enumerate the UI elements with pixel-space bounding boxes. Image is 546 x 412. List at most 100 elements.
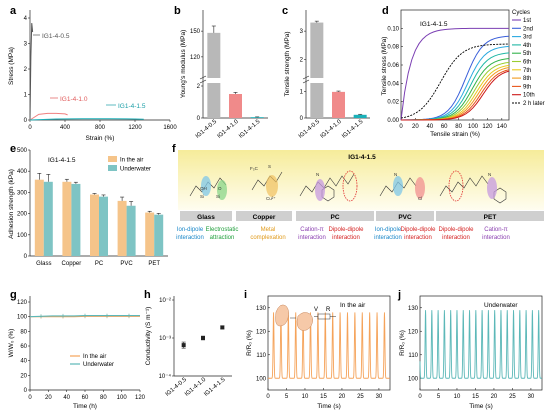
panel-b-letter: b — [174, 5, 181, 17]
i-circuit-r: R — [326, 307, 331, 313]
i-ylabel: R/R₀ (%) — [246, 330, 253, 356]
d-legend-label-1: 2nd — [523, 26, 533, 32]
f-mechanisms: Ion-dipoleinteractionElectrostaticattrac… — [176, 227, 510, 241]
d-xtick-label-7: 140 — [497, 124, 508, 130]
panel-h-letter: h — [144, 289, 151, 301]
e-bar-1-4 — [154, 214, 164, 256]
g-xtick-label-6: 120 — [135, 395, 146, 401]
panel-i: i 0 5 10 15 20 25 30 100 110 120 130 V R In the ai… — [244, 289, 391, 410]
d-legend-label-4: 5th — [523, 51, 531, 57]
h-ylabel: Conductivity (S m⁻¹) — [145, 307, 152, 366]
f-mech-6-l1: Dipole-dipole — [400, 227, 436, 233]
g-ytick-label-1: 20 — [20, 373, 27, 379]
g-xtick-label-5: 100 — [117, 395, 128, 401]
j-ylabel: R/R₀ (%) — [399, 330, 406, 356]
d-legend-label-8: 9th — [523, 84, 531, 90]
d-cycle-1 — [400, 27, 510, 121]
a-xtick-label-2: 800 — [95, 125, 106, 131]
g-ytick-label-5: 100 — [17, 315, 28, 321]
c-bar-0 — [310, 22, 324, 119]
c-break-2 — [302, 75, 310, 80]
d-legend-label-9: 10th — [523, 93, 535, 99]
e-ytick-label-2: 200 — [17, 212, 28, 218]
panel-j-plot: 0 5 10 15 20 25 30 100 110 120 130 — [408, 306, 542, 400]
f-atom-cf3: F₃C — [250, 166, 259, 171]
f-ellipse-pvc-dipole — [415, 177, 425, 199]
f-mech-4-l2: interaction — [332, 235, 360, 241]
panel-a-letter: a — [10, 5, 17, 17]
c-bar-1 — [332, 91, 345, 118]
d-title: IG1-4-1.5 — [420, 21, 448, 28]
e-bar-1-3 — [126, 205, 136, 256]
f-substrate-box-1 — [236, 211, 292, 221]
f-mech-5-l2: interaction — [374, 235, 402, 241]
g-legend-water: Underwater — [83, 362, 114, 368]
b-ytick-high-label-0: 120 — [190, 55, 201, 61]
f-mech-2-l2: complexation — [250, 235, 285, 241]
f-ellipse-pet-dipole — [448, 170, 464, 202]
f-mech-1-l2: attraction — [210, 235, 235, 241]
f-substrate-label-0: Glass — [197, 214, 215, 221]
panel-c-letter: c — [282, 5, 288, 17]
e-xtick-label-0: Glass — [36, 261, 51, 267]
e-legend-swatch-air — [108, 156, 117, 162]
panel-d: d 0 20 40 60 80 100 120 140 0.00 0.02 0.04 0.06 0.08… — [381, 5, 545, 138]
f-mech-2-l1: Metal — [261, 227, 276, 233]
g-ytick-label-3: 60 — [20, 344, 27, 350]
j-xlabel: Time (s) — [469, 403, 493, 410]
e-ytick-label-1: 100 — [17, 233, 28, 239]
i-xtick-label-1: 5 — [285, 394, 289, 400]
panel-d-letter: d — [382, 5, 389, 17]
j-xtick-label-0: 0 — [418, 394, 422, 400]
d-xtick-label-0: 0 — [399, 124, 403, 130]
i-circuit-v: V — [314, 307, 318, 313]
f-atom-oh: OH — [200, 186, 207, 191]
f-substrate-label-3: PVC — [398, 214, 412, 221]
e-legend-swatch-water — [108, 165, 117, 171]
a-xtick-label-4: 1600 — [163, 125, 177, 131]
a-label-arrows — [33, 34, 116, 106]
d-xtick-label-4: 80 — [455, 124, 462, 130]
panel-a: a 0 400 800 1200 1600 0 1 2 3 4 IG1-4-0.5 IG1-4-1… — [8, 5, 177, 142]
e-legend: In the air Underwater — [108, 156, 151, 173]
d-xtick-label-6: 120 — [482, 124, 493, 130]
h-xtick-label-2: IG1-4-1.5 — [203, 377, 227, 398]
d-xtick-label-1: 20 — [412, 124, 419, 130]
i-xtick-label-5: 25 — [357, 394, 364, 400]
e-bar-1-2 — [99, 196, 108, 256]
e-bar-0-0 — [34, 179, 44, 256]
b-xtick-label-2: IG1-4-1.5 — [238, 119, 262, 140]
panel-g-letter: g — [10, 289, 17, 301]
f-atom-n-pc: N — [316, 172, 319, 177]
d-cycle-3 — [400, 45, 510, 121]
f-mech-7-l1: Dipole-dipole — [438, 227, 474, 233]
e-bar-0-1 — [62, 181, 72, 256]
i-ytick-label-0: 100 — [256, 376, 267, 382]
d-legend-label-5: 6th — [523, 60, 531, 66]
d-legend-title: Cycles — [512, 10, 530, 16]
d-xtick-label-5: 100 — [468, 124, 479, 130]
panel-d-plot: 0 20 40 60 80 100 120 140 0.00 0.02 0.04 0.06 0.08 0.… — [387, 26, 510, 130]
d-cycle-2h — [400, 43, 510, 119]
a-series-1 — [29, 112, 68, 121]
d-legend: 1st 2nd 3rd 4th 5th 6th 7th 8th 9th 10th 2 h later — [512, 18, 545, 107]
f-mech-0-l2: interaction — [176, 235, 204, 241]
panel-g-plot: 0 20 40 60 80 100 120 0 20 40 60 80 100 120 — [17, 296, 146, 401]
a-ytick-label-2: 2 — [24, 67, 28, 73]
b-ylabel: Young's modulus (MPa) — [180, 30, 187, 99]
e-legend-water: Underwater — [120, 167, 151, 173]
f-ellipse-pet-cationpi — [487, 177, 497, 199]
j-xtick-label-6: 30 — [528, 394, 535, 400]
f-title: IG1-4-1.5 — [348, 154, 376, 161]
d-legend-label-2: 3rd — [523, 35, 532, 41]
e-legend-air: In the air — [120, 158, 143, 164]
f-substrate-box-3 — [376, 211, 434, 221]
e-xtick-label-1: Copper — [62, 261, 82, 267]
d-legend-label-7: 8th — [523, 76, 531, 82]
i-ytick-label-3: 130 — [256, 306, 267, 312]
panel-f-letter: f — [172, 143, 176, 155]
f-mech-8-l2: interaction — [482, 235, 510, 241]
